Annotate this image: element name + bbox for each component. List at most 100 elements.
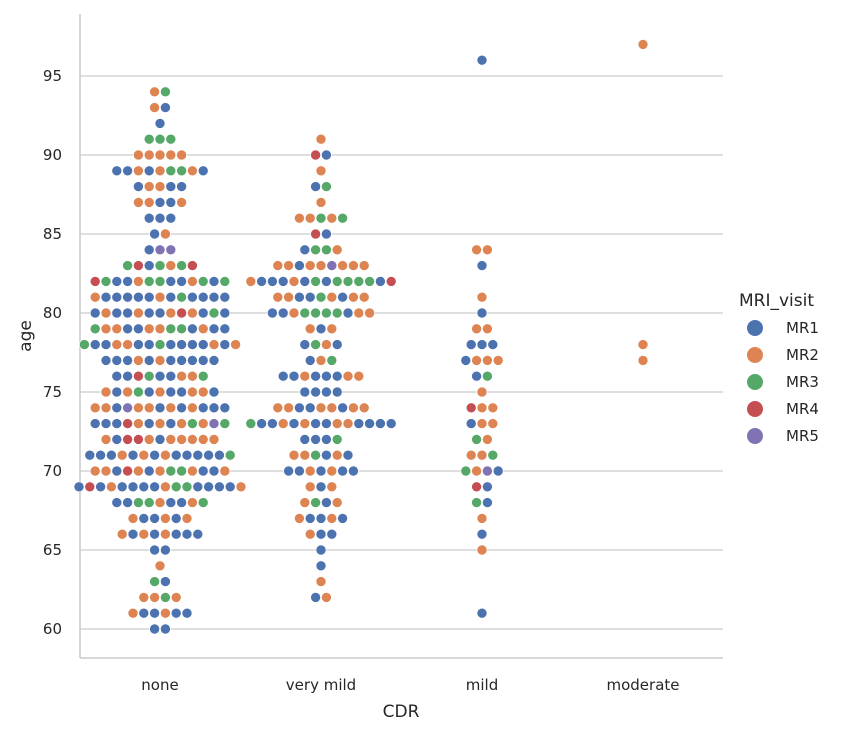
data-point <box>133 497 144 508</box>
data-point <box>143 386 155 398</box>
data-point <box>321 181 332 192</box>
data-point <box>170 513 182 524</box>
data-point <box>165 355 177 366</box>
data-point <box>482 355 493 366</box>
data-point <box>143 323 155 335</box>
data-point <box>637 39 649 50</box>
data-point <box>197 465 209 477</box>
data-point <box>89 276 101 287</box>
data-point <box>315 402 327 414</box>
data-point <box>294 212 305 224</box>
data-point <box>315 513 327 524</box>
data-point <box>342 276 354 287</box>
data-point <box>315 355 327 366</box>
data-point <box>315 481 327 493</box>
data-point <box>224 449 236 461</box>
data-point <box>122 291 133 303</box>
data-point <box>187 370 198 382</box>
data-point <box>482 434 493 445</box>
data-point <box>89 291 101 303</box>
data-point <box>208 465 220 477</box>
data-point <box>385 418 397 429</box>
data-point <box>256 418 267 429</box>
data-point <box>358 260 370 271</box>
data-point <box>299 386 311 398</box>
data-point <box>154 355 166 366</box>
data-point <box>154 323 166 335</box>
data-point <box>208 386 220 398</box>
data-point <box>482 370 493 382</box>
data-point <box>127 528 139 540</box>
data-point <box>187 323 198 335</box>
data-point <box>208 434 220 445</box>
legend-label: MR4 <box>786 400 819 418</box>
data-point <box>176 355 187 366</box>
data-point <box>299 276 311 287</box>
data-point <box>197 402 209 414</box>
data-point <box>471 244 482 256</box>
data-point <box>465 418 477 429</box>
y-tick-label: 60 <box>43 620 62 638</box>
data-point <box>321 386 332 398</box>
data-point <box>299 339 311 350</box>
data-point <box>331 307 343 319</box>
data-point <box>337 402 348 414</box>
data-point <box>348 402 359 414</box>
legend-marker <box>747 320 763 336</box>
data-point <box>337 513 348 524</box>
data-point <box>100 465 112 477</box>
data-point <box>143 244 155 256</box>
data-point <box>111 276 123 287</box>
data-point <box>315 260 327 271</box>
data-point <box>165 197 177 208</box>
data-point <box>187 291 198 303</box>
data-point <box>160 528 171 540</box>
data-point <box>176 339 187 350</box>
data-point <box>192 449 204 461</box>
data-point <box>492 465 504 477</box>
data-point <box>111 307 123 319</box>
data-point <box>122 386 133 398</box>
data-point <box>170 592 182 603</box>
data-point <box>127 513 139 524</box>
data-point <box>321 307 332 319</box>
data-point <box>133 465 144 477</box>
data-point <box>160 607 171 619</box>
data-point <box>143 402 155 414</box>
data-point <box>315 544 327 556</box>
data-point <box>149 513 160 524</box>
data-point <box>122 370 133 382</box>
data-point <box>460 355 472 366</box>
legend-label: MR5 <box>786 427 819 445</box>
data-point <box>138 481 150 493</box>
legend: MRI_visit MR1 MR2 MR3 MR4 MR5 <box>739 291 819 445</box>
data-point <box>160 449 171 461</box>
data-point <box>277 370 289 382</box>
data-point <box>160 513 171 524</box>
data-point <box>187 355 198 366</box>
data-point <box>321 497 332 508</box>
data-point <box>84 449 96 461</box>
data-point <box>487 339 499 350</box>
data-point <box>321 276 332 287</box>
data-point <box>283 291 294 303</box>
data-point <box>192 528 204 540</box>
data-point <box>310 244 321 256</box>
data-point <box>294 465 305 477</box>
data-point <box>315 197 327 208</box>
data-point <box>122 434 133 445</box>
data-point <box>353 370 365 382</box>
data-point <box>176 465 187 477</box>
data-point <box>277 307 289 319</box>
data-point <box>471 370 482 382</box>
data-point <box>208 355 220 366</box>
x-tick-labels: none very mild mild moderate <box>141 676 679 694</box>
data-point <box>133 291 144 303</box>
data-point <box>294 260 305 271</box>
data-point <box>364 307 375 319</box>
data-point <box>122 355 133 366</box>
data-point <box>331 418 343 429</box>
data-point <box>165 386 177 398</box>
data-point <box>133 197 144 208</box>
data-point <box>326 212 338 224</box>
